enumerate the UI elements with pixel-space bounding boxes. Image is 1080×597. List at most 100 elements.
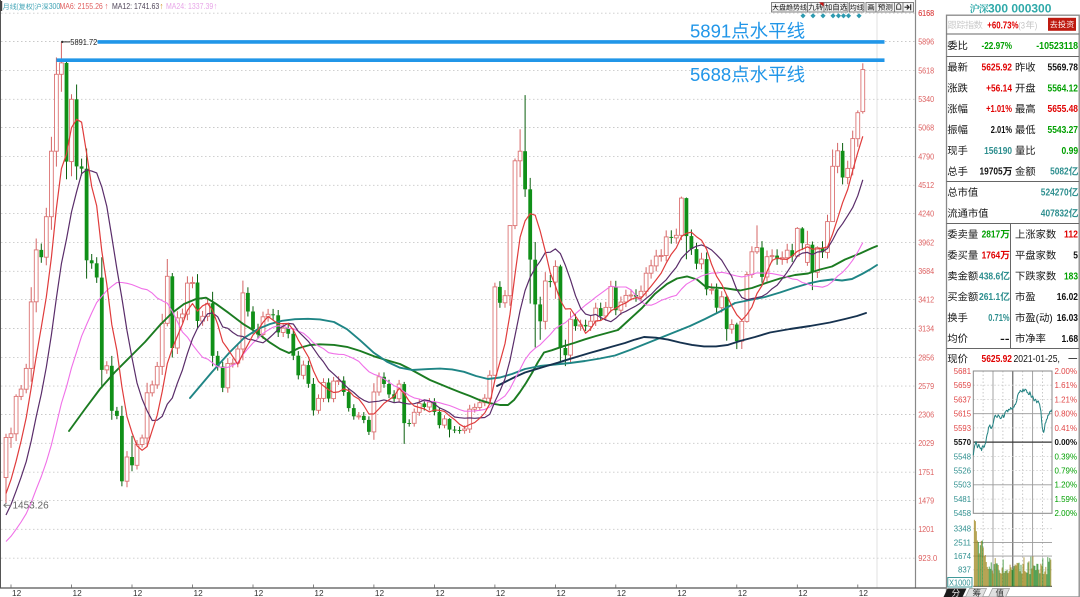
svg-text:0.71%: 0.71% — [988, 313, 1009, 324]
svg-text:5615: 5615 — [954, 409, 972, 419]
svg-text:5891.72: 5891.72 — [70, 37, 97, 47]
svg-text:--: -- — [1000, 334, 1009, 345]
svg-text:12: 12 — [435, 588, 445, 597]
svg-text:5891: 5891 — [690, 20, 731, 41]
svg-text:5655.48: 5655.48 — [1048, 104, 1079, 115]
svg-text:5: 5 — [1073, 251, 1078, 262]
svg-text:(3: (3 — [1018, 20, 1025, 31]
svg-text:12: 12 — [677, 588, 687, 597]
svg-text:5068: 5068 — [918, 122, 934, 132]
svg-text:MA6: 2155.26: MA6: 2155.26 — [60, 1, 103, 11]
svg-text:+1.01%: +1.01% — [986, 104, 1012, 115]
svg-text:0.39%: 0.39% — [1055, 451, 1078, 461]
svg-text:12: 12 — [798, 588, 808, 597]
svg-text:12: 12 — [133, 588, 143, 597]
svg-text:0.41%: 0.41% — [1055, 423, 1078, 433]
svg-text:6168: 6168 — [918, 8, 934, 18]
svg-text:5896: 5896 — [918, 36, 934, 46]
svg-text:5458: 5458 — [954, 508, 972, 518]
svg-text:X1000: X1000 — [949, 579, 971, 588]
svg-text:5526: 5526 — [954, 466, 972, 476]
svg-text:0.00%: 0.00% — [1055, 437, 1078, 447]
svg-text:2511: 2511 — [954, 537, 972, 547]
svg-text:12: 12 — [73, 588, 83, 597]
svg-text:4790: 4790 — [918, 151, 934, 161]
svg-text:5625.92: 5625.92 — [982, 63, 1013, 74]
svg-text:0.99: 0.99 — [1062, 146, 1079, 157]
svg-text:156190: 156190 — [984, 146, 1012, 157]
svg-text:1.21%: 1.21% — [1055, 394, 1078, 404]
svg-text:407832: 407832 — [1041, 209, 1069, 220]
svg-text:-22.97%: -22.97% — [982, 41, 1013, 52]
svg-text:183: 183 — [1064, 271, 1078, 282]
svg-text:MA24: 1337.39: MA24: 1337.39 — [166, 1, 213, 11]
svg-text:2021-01-25,: 2021-01-25, — [1014, 354, 1060, 365]
svg-text:5593: 5593 — [954, 423, 972, 433]
svg-text:3134: 3134 — [918, 323, 934, 333]
svg-text:3962: 3962 — [918, 237, 934, 247]
svg-text:12: 12 — [375, 588, 385, 597]
svg-text:1.20%: 1.20% — [1055, 480, 1078, 490]
svg-text:1.59%: 1.59% — [1055, 494, 1078, 504]
svg-text:3348: 3348 — [954, 524, 972, 534]
svg-text:2.00%: 2.00% — [1055, 508, 1078, 518]
svg-text:12: 12 — [738, 588, 748, 597]
svg-text:1.61%: 1.61% — [1055, 380, 1078, 390]
svg-text:1201: 1201 — [918, 524, 934, 534]
svg-text:-10523118: -10523118 — [1036, 41, 1078, 52]
svg-text:(: ( — [1036, 313, 1040, 324]
svg-text:2029: 2029 — [918, 438, 934, 448]
svg-text:): ) — [1035, 20, 1038, 31]
svg-text:5481: 5481 — [954, 494, 972, 504]
svg-text:12: 12 — [254, 588, 264, 597]
svg-text:438.6: 438.6 — [979, 271, 1001, 282]
svg-text:0.79%: 0.79% — [1055, 466, 1078, 476]
svg-text:2306: 2306 — [918, 409, 934, 419]
svg-text:): ) — [33, 1, 35, 11]
svg-text:5569.78: 5569.78 — [1048, 63, 1079, 74]
svg-text:16.02: 16.02 — [1057, 292, 1079, 303]
svg-text:5659: 5659 — [954, 380, 972, 390]
svg-text:5564.12: 5564.12 — [1048, 83, 1079, 94]
svg-text:5618: 5618 — [918, 65, 934, 75]
svg-text:3412: 3412 — [918, 295, 934, 305]
svg-text:MA12: 1741.63: MA12: 1741.63 — [112, 1, 159, 11]
svg-text:2817: 2817 — [982, 230, 1001, 241]
svg-text:16.03: 16.03 — [1057, 313, 1079, 324]
svg-text:5681: 5681 — [954, 366, 972, 376]
svg-text:4240: 4240 — [918, 209, 934, 219]
svg-text:+60.73%: +60.73% — [987, 20, 1018, 31]
svg-text:5082: 5082 — [1050, 167, 1069, 178]
svg-text:5570: 5570 — [954, 437, 972, 447]
svg-text:5688: 5688 — [690, 64, 731, 85]
svg-text:5637: 5637 — [954, 394, 972, 404]
svg-text:2.00%: 2.00% — [1055, 366, 1078, 376]
svg-text:837: 837 — [958, 565, 971, 575]
svg-text:4512: 4512 — [918, 180, 934, 190]
svg-text:): ) — [1049, 313, 1052, 324]
svg-text:1453.26: 1453.26 — [13, 501, 50, 512]
svg-text:2579: 2579 — [918, 381, 934, 391]
svg-text:524270: 524270 — [1041, 188, 1069, 199]
svg-text:923.0: 923.0 — [918, 553, 937, 563]
svg-text:300 000300: 300 000300 — [988, 1, 1052, 15]
svg-text:12: 12 — [12, 588, 22, 597]
svg-text:2856: 2856 — [918, 352, 934, 362]
svg-text:19705: 19705 — [980, 167, 1004, 178]
svg-text:1674: 1674 — [954, 551, 972, 561]
svg-text:2.01%: 2.01% — [991, 125, 1012, 136]
svg-text:↑: ↑ — [105, 1, 109, 11]
svg-text:5503: 5503 — [954, 480, 972, 490]
svg-text:(: ( — [17, 1, 19, 11]
svg-text:↑: ↑ — [214, 1, 218, 11]
svg-text:+56.14: +56.14 — [986, 83, 1012, 94]
svg-text:12: 12 — [194, 588, 204, 597]
svg-text:5548: 5548 — [954, 451, 972, 461]
svg-text:1479: 1479 — [918, 495, 934, 505]
svg-text:5625.92: 5625.92 — [982, 354, 1013, 365]
svg-text:1.68: 1.68 — [1062, 334, 1079, 345]
svg-text:1751: 1751 — [918, 467, 934, 477]
svg-text:12: 12 — [859, 588, 869, 597]
svg-text:12: 12 — [496, 588, 506, 597]
svg-text:112: 112 — [1064, 230, 1078, 241]
